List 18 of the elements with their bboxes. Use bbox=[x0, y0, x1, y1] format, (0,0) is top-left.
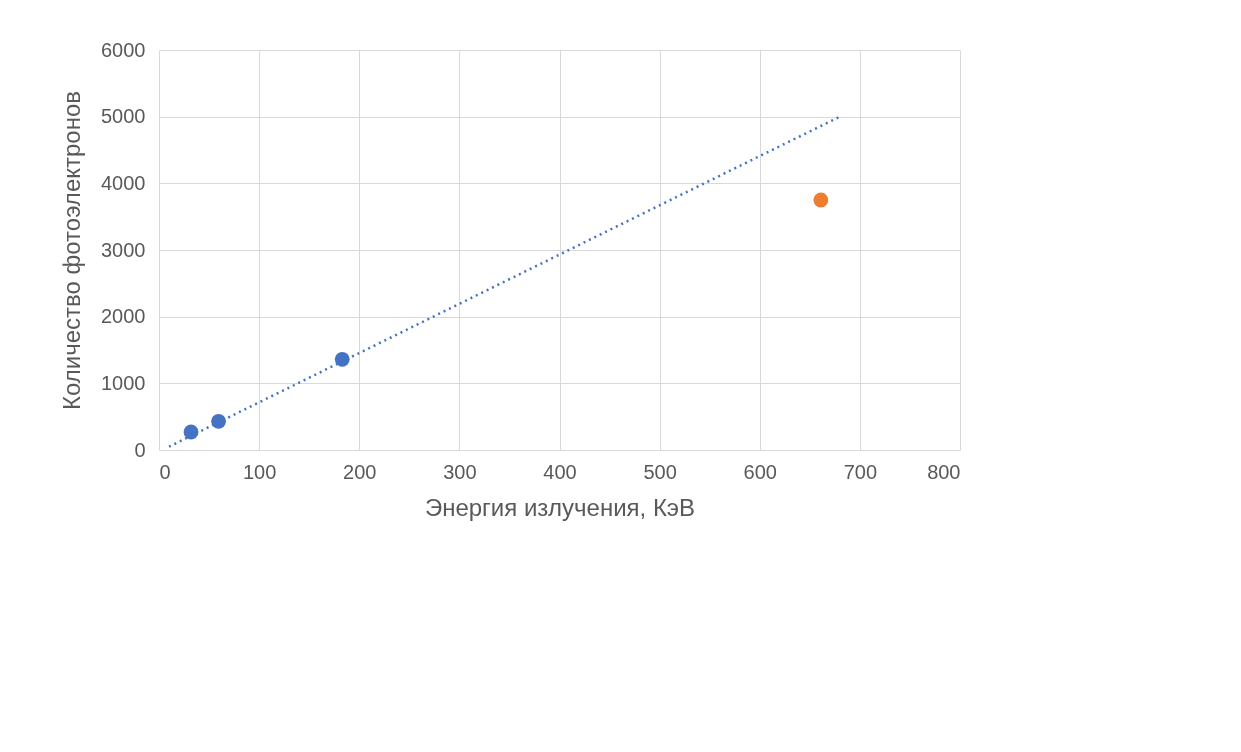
y-tick-label: 0 bbox=[134, 438, 146, 461]
y-tick-label: 1000 bbox=[101, 371, 146, 394]
x-tick-label: 400 bbox=[543, 460, 577, 483]
y-axis-title: Количество фотоэлектронов bbox=[58, 90, 86, 411]
x-tick-label: 800 bbox=[927, 460, 961, 483]
x-tick-label: 300 bbox=[443, 460, 477, 483]
x-tick-label: 200 bbox=[343, 460, 377, 483]
y-tick-label: 5000 bbox=[101, 105, 146, 128]
y-tick-label: 3000 bbox=[101, 238, 146, 261]
x-axis-title: Энергия излучения, КэВ bbox=[424, 493, 696, 521]
y-tick-label: 2000 bbox=[101, 305, 146, 328]
y-tick-label: 6000 bbox=[101, 38, 146, 61]
x-tick-label: 500 bbox=[643, 460, 677, 483]
x-tick-label: 100 bbox=[242, 460, 277, 483]
x-tick-label: 0 bbox=[159, 460, 171, 483]
x-tick-label: 600 bbox=[743, 460, 777, 483]
y-tick-label: 4000 bbox=[101, 171, 146, 194]
x-tick-label: 700 bbox=[843, 460, 878, 483]
